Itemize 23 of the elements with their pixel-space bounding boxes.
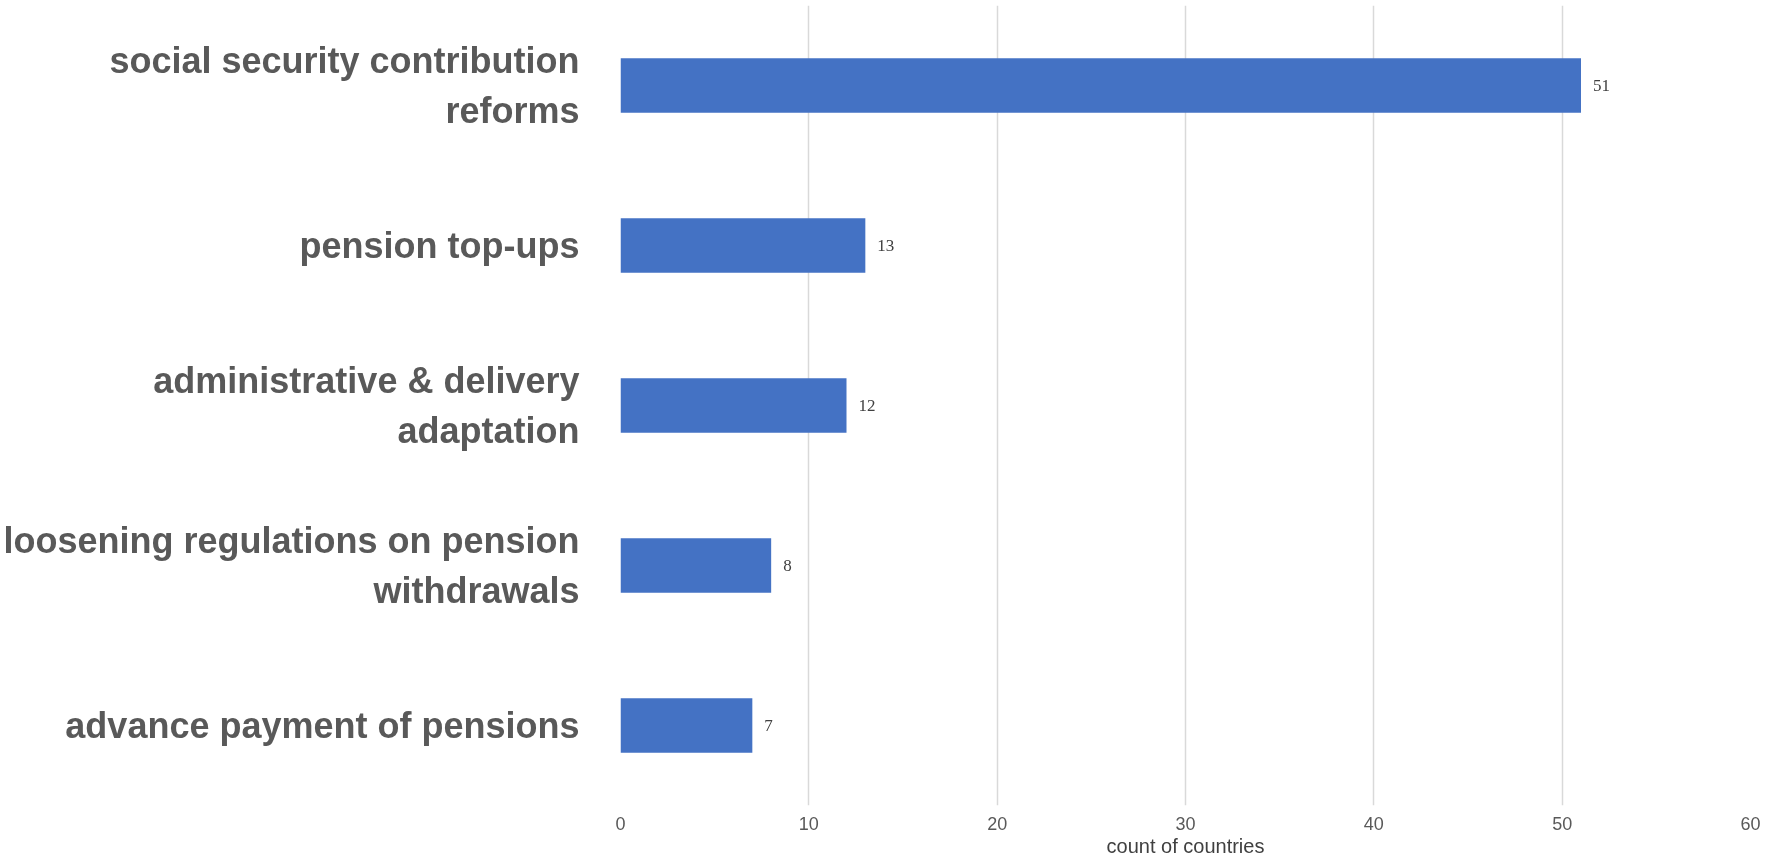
data-label: 8 xyxy=(783,556,792,575)
bar xyxy=(620,218,866,273)
data-label: 13 xyxy=(877,236,895,255)
y-tick-label: social security contribution reforms xyxy=(109,40,580,131)
x-tick-label: 20 xyxy=(987,813,1008,834)
data-label: 7 xyxy=(764,716,774,735)
data-label: 12 xyxy=(858,396,876,415)
bar xyxy=(620,58,1581,113)
data-label: 51 xyxy=(1593,76,1610,95)
y-tick-label: loosening regulations on pension withdrawals xyxy=(3,520,580,611)
bar xyxy=(620,698,753,753)
x-tick-label: 10 xyxy=(798,813,819,834)
x-axis-title: count of countries xyxy=(1106,834,1265,857)
x-tick-label: 60 xyxy=(1740,813,1761,834)
x-tick-label: 30 xyxy=(1175,813,1196,834)
y-tick-label: advance payment of pensions xyxy=(65,705,580,746)
y-tick-label: administrative & delivery adaptation xyxy=(153,360,580,451)
x-tick-label: 0 xyxy=(615,813,626,834)
y-tick-label: pension top-ups xyxy=(299,225,580,266)
bar xyxy=(620,538,772,593)
x-tick-label: 50 xyxy=(1552,813,1573,834)
bar xyxy=(620,378,847,433)
x-tick-label: 40 xyxy=(1363,813,1384,834)
